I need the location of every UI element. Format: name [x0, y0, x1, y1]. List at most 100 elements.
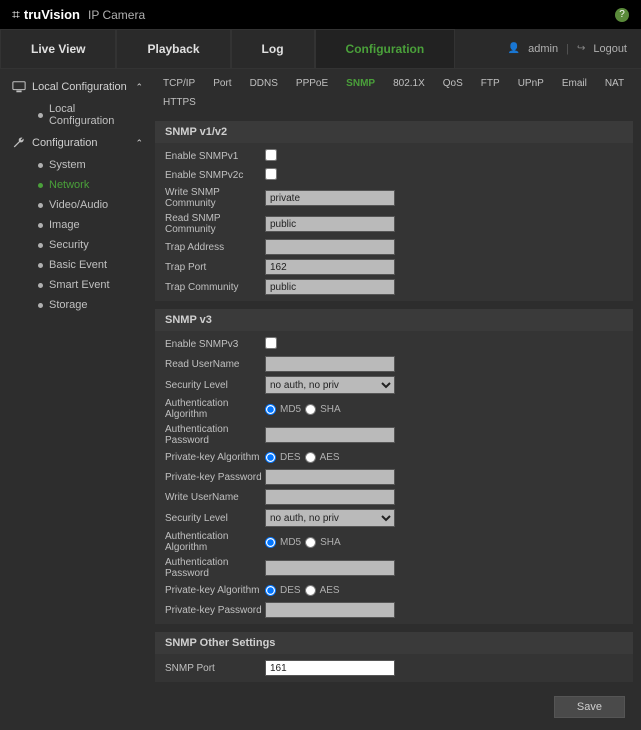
write-username-input[interactable] — [265, 489, 395, 505]
enable-snmpv2c-checkbox[interactable] — [265, 168, 277, 180]
help-icon[interactable]: ? — [615, 8, 629, 22]
enable-snmpv1-label: Enable SNMPv1 — [165, 151, 265, 162]
subtab-port[interactable]: Port — [205, 75, 239, 92]
write-username-label: Write UserName — [165, 492, 265, 503]
enable-snmpv3-checkbox[interactable] — [265, 337, 277, 349]
sidebar-item-storage[interactable]: Storage — [0, 295, 155, 315]
trap-community-input[interactable] — [265, 279, 395, 295]
sidebar-item-local-configuration[interactable]: Local Configuration — [0, 99, 155, 131]
sidebar-item-video-audio[interactable]: Video/Audio — [0, 195, 155, 215]
brand-name: truVision — [24, 7, 80, 22]
subtab-ftp[interactable]: FTP — [473, 75, 508, 92]
auth-alg2-md5-label: MD5 — [280, 537, 301, 548]
subtab-snmp[interactable]: SNMP — [338, 75, 383, 92]
priv-alg2-des-radio[interactable] — [265, 585, 276, 596]
subtab-upnp[interactable]: UPnP — [510, 75, 552, 92]
auth-alg2-sha-radio[interactable] — [305, 537, 316, 548]
snmp-port-input[interactable] — [265, 660, 395, 676]
bullet-icon — [38, 113, 43, 118]
enable-snmpv1-checkbox[interactable] — [265, 149, 277, 161]
subtab-8021x[interactable]: 802.1X — [385, 75, 433, 92]
subtab-qos[interactable]: QoS — [435, 75, 471, 92]
priv-alg2-aes-radio[interactable] — [305, 585, 316, 596]
priv-alg-aes-label: AES — [320, 452, 340, 463]
enable-snmpv3-label: Enable SNMPv3 — [165, 339, 265, 350]
sidebar-item-smart-event[interactable]: Smart Event — [0, 275, 155, 295]
subtab-ddns[interactable]: DDNS — [242, 75, 286, 92]
security-level-label: Security Level — [165, 380, 265, 391]
trap-port-input[interactable] — [265, 259, 395, 275]
sidebar-item-security[interactable]: Security — [0, 235, 155, 255]
chevron-up-icon: ⌃ — [135, 138, 143, 149]
bullet-icon — [38, 303, 43, 308]
wrench-icon — [12, 136, 26, 150]
auth-alg-sha-radio[interactable] — [305, 404, 316, 415]
main-tab-live-view[interactable]: Live View — [0, 29, 116, 68]
sidebar-section-local-configuration[interactable]: Local Configuration⌃ — [0, 75, 155, 99]
write-community-label: Write SNMP Community — [165, 187, 265, 209]
auth-password2-label: Authentication Password — [165, 557, 265, 579]
subtab-email[interactable]: Email — [554, 75, 595, 92]
snmp-port-label: SNMP Port — [165, 663, 265, 674]
main-tab-log[interactable]: Log — [231, 29, 315, 68]
security-level2-select[interactable]: no auth, no priv — [265, 509, 395, 527]
priv-algorithm2-label: Private-key Algorithm — [165, 585, 265, 596]
auth-algorithm-label: Authentication Algorithm — [165, 398, 265, 420]
priv-alg-des-label: DES — [280, 452, 301, 463]
chevron-up-icon: ⌃ — [135, 82, 143, 93]
brand-sub: IP Camera — [88, 8, 145, 22]
sidebar-item-image[interactable]: Image — [0, 215, 155, 235]
save-button[interactable]: Save — [554, 696, 625, 718]
auth-password2-input[interactable] — [265, 560, 395, 576]
priv-password-input[interactable] — [265, 469, 395, 485]
main-tab-playback[interactable]: Playback — [116, 29, 230, 68]
bullet-icon — [38, 183, 43, 188]
bullet-icon — [38, 203, 43, 208]
read-username-input[interactable] — [265, 356, 395, 372]
priv-password2-input[interactable] — [265, 602, 395, 618]
panel-snmp-other-title: SNMP Other Settings — [155, 632, 633, 654]
security-level2-label: Security Level — [165, 513, 265, 524]
read-community-input[interactable] — [265, 216, 395, 232]
logout-icon: ↪ — [577, 43, 585, 54]
bullet-icon — [38, 263, 43, 268]
subtab-nat[interactable]: NAT — [597, 75, 632, 92]
trap-port-label: Trap Port — [165, 262, 265, 273]
logout-link[interactable]: Logout — [593, 43, 627, 55]
sidebar-item-system[interactable]: System — [0, 155, 155, 175]
subtab-pppoe[interactable]: PPPoE — [288, 75, 336, 92]
priv-password-label: Private-key Password — [165, 472, 265, 483]
panel-snmp-v3-title: SNMP v3 — [155, 309, 633, 331]
priv-alg-aes-radio[interactable] — [305, 452, 316, 463]
user-icon: 👤 — [508, 43, 520, 54]
auth-alg-sha-label: SHA — [320, 404, 341, 415]
trap-address-input[interactable] — [265, 239, 395, 255]
priv-alg-des-radio[interactable] — [265, 452, 276, 463]
auth-alg2-md5-radio[interactable] — [265, 537, 276, 548]
auth-algorithm2-label: Authentication Algorithm — [165, 531, 265, 553]
priv-alg2-des-label: DES — [280, 585, 301, 596]
read-username-label: Read UserName — [165, 359, 265, 370]
enable-snmpv2c-label: Enable SNMPv2c — [165, 170, 265, 181]
subtab-tcpip[interactable]: TCP/IP — [155, 75, 203, 92]
main-tab-configuration[interactable]: Configuration — [315, 29, 456, 68]
brand-logo-icon: ⌗ — [12, 6, 20, 23]
auth-password-label: Authentication Password — [165, 424, 265, 446]
write-community-input[interactable] — [265, 190, 395, 206]
trap-address-label: Trap Address — [165, 242, 265, 253]
sidebar-section-configuration[interactable]: Configuration⌃ — [0, 131, 155, 155]
bullet-icon — [38, 163, 43, 168]
auth-password-input[interactable] — [265, 427, 395, 443]
auth-alg2-sha-label: SHA — [320, 537, 341, 548]
panel-snmp-v1v2-title: SNMP v1/v2 — [155, 121, 633, 143]
sidebar-item-basic-event[interactable]: Basic Event — [0, 255, 155, 275]
bullet-icon — [38, 243, 43, 248]
sidebar-item-network[interactable]: Network — [0, 175, 155, 195]
security-level-select[interactable]: no auth, no priv — [265, 376, 395, 394]
monitor-icon — [12, 80, 26, 94]
subtab-https[interactable]: HTTPS — [155, 94, 204, 111]
bullet-icon — [38, 283, 43, 288]
auth-alg-md5-radio[interactable] — [265, 404, 276, 415]
auth-alg-md5-label: MD5 — [280, 404, 301, 415]
trap-community-label: Trap Community — [165, 282, 265, 293]
